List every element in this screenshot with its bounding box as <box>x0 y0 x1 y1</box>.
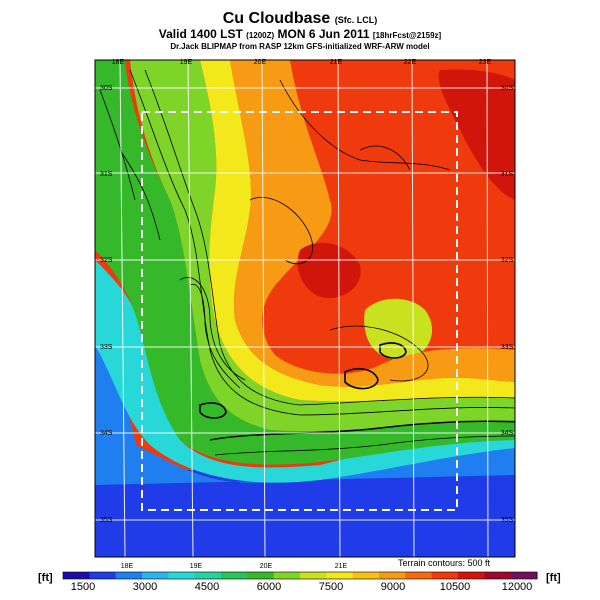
lon-label-bottom: 18E <box>121 563 134 570</box>
lat-label-left: 35S <box>100 517 113 524</box>
grid-labels: 18E 19E 20E 21E 22E 23E 18E 19E 20E 21E 30S 30S 31S 3… <box>100 59 514 570</box>
colorbar-tick-label: 10500 <box>440 581 471 593</box>
colorbar: 1500 3000 4500 6000 7500 9000 10500 12000 <box>62 571 538 593</box>
terrain-contour-note: Terrain contours: 500 ft <box>398 558 491 568</box>
colorbar-swatch <box>221 572 248 579</box>
lat-label-right: 31S <box>501 171 514 178</box>
lon-label-bottom: 21E <box>335 563 348 570</box>
colorbar-unit-right: [ft] <box>546 572 561 584</box>
inner-domain-box <box>141 111 458 511</box>
valid-time: Valid 1400 LST <box>158 27 243 41</box>
green-band <box>95 60 515 465</box>
lat-label-right: 33S <box>501 344 514 351</box>
lon-label-bottom: 20E <box>260 563 273 570</box>
valid-utc: (1200Z) <box>246 31 275 40</box>
colorbar-swatch <box>194 572 222 579</box>
valid-time-line: Valid 1400 LST (1200Z) MON 6 Jun 2011 [1… <box>0 27 600 41</box>
colorbar-tick-label: 4500 <box>195 581 219 593</box>
map-border <box>94 59 516 558</box>
model-subtitle: Dr.Jack BLIPMAP from RASP 12km GFS-initi… <box>170 42 430 51</box>
colorbar-tick-label: 1500 <box>71 581 95 593</box>
lat-label-left: 34S <box>100 430 113 437</box>
lat-label-left: 33S <box>100 344 113 351</box>
colorbar-swatch <box>352 572 380 579</box>
lon-label-top: 22E <box>404 59 417 66</box>
lat-label-left: 30S <box>100 85 113 92</box>
lon-label-top: 21E <box>330 59 343 66</box>
ocean-blue-mid <box>95 430 515 485</box>
graticule <box>95 59 515 558</box>
colorbar-tick-label: 9000 <box>381 581 405 593</box>
title-suffix: (Sfc. LCL) <box>334 15 378 25</box>
lon-label-top: 20E <box>254 59 267 66</box>
colorbar-tick-label: 12000 <box>502 581 533 593</box>
lightgreen-band <box>130 60 515 432</box>
colorbar-swatch <box>168 572 196 579</box>
colorbar-swatch <box>300 572 327 579</box>
colorbar-swatch <box>63 572 90 579</box>
map-title: Cu Cloudbase (Sfc. LCL) <box>0 10 600 28</box>
colorbar-swatch <box>89 572 117 579</box>
ocean-deep-south <box>95 470 515 557</box>
colorbar-unit-left: [ft] <box>38 572 53 584</box>
colorbar-tick-label: 3000 <box>133 581 157 593</box>
colorbar-swatch <box>405 572 433 579</box>
yellow-region <box>200 60 515 402</box>
colorbar-swatch <box>273 572 301 579</box>
lon-label-top: 19E <box>180 59 193 66</box>
colorbar-swatch <box>431 572 459 579</box>
lat-label-right: 34S <box>501 430 514 437</box>
colorbar-swatch <box>115 572 143 579</box>
valid-date: MON 6 Jun 2011 <box>277 27 370 41</box>
colorbar-swatch <box>458 572 485 579</box>
lat-label-right: 32S <box>501 257 514 264</box>
colorbar-tick-label: 7500 <box>319 581 343 593</box>
lon-label-top: 23E <box>479 59 492 66</box>
lat-label-left: 31S <box>100 171 113 178</box>
orange-region <box>230 60 515 387</box>
lat-label-right: 35S <box>501 517 514 524</box>
colorbar-tick-label: 6000 <box>257 581 281 593</box>
red-northeast <box>438 69 515 201</box>
terrain-contours <box>99 69 515 456</box>
colorbar-swatch <box>326 572 354 579</box>
lat-label-right: 30S <box>501 85 514 92</box>
colorbar-border <box>62 571 538 580</box>
colorbar-swatch <box>484 572 512 579</box>
map-plot-area <box>95 60 515 557</box>
title-text: Cu Cloudbase <box>222 10 331 27</box>
red-core <box>297 242 361 299</box>
colorbar-swatch <box>142 572 169 579</box>
colorbar-swatch <box>510 572 538 579</box>
colorbar-swatch <box>247 572 275 579</box>
lat-label-left: 32S <box>100 257 113 264</box>
colorbar-swatch <box>379 572 406 579</box>
lon-label-top: 18E <box>112 59 125 66</box>
lon-label-bottom: 19E <box>190 563 203 570</box>
forecast-tag: [18hrFcst@2159z] <box>372 31 442 40</box>
